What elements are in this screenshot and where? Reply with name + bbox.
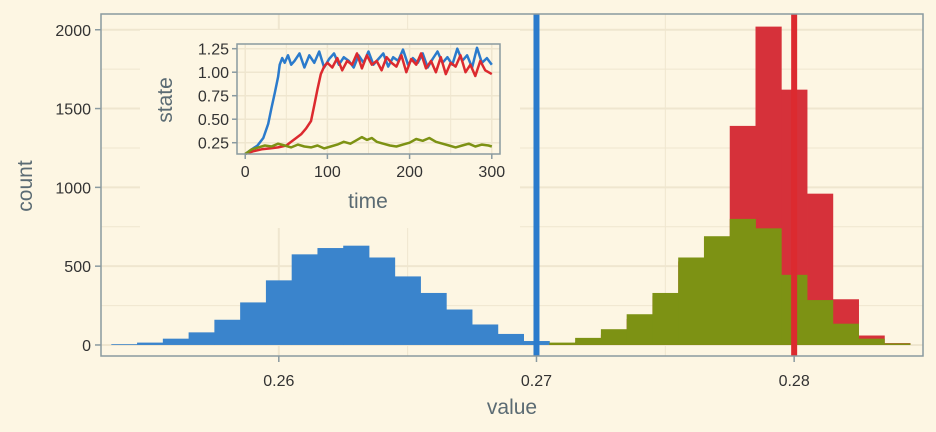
histogram-bar-series-1 — [240, 302, 267, 345]
inset-y-tick-label: 0.75 — [198, 89, 229, 106]
histogram-bar-series-1 — [265, 280, 293, 345]
histogram-bar-series-1 — [162, 338, 190, 345]
histogram-bar-series-1 — [446, 309, 473, 345]
histogram-bar-series-3 — [729, 218, 756, 345]
x-tick-label: 0.27 — [521, 373, 552, 390]
histogram-bar-series-3 — [884, 343, 911, 345]
histogram-bar-series-1 — [368, 257, 396, 345]
reference-lines — [533, 14, 798, 356]
inset-x-tick-label: 200 — [396, 164, 423, 181]
histogram-bar-series-1 — [394, 276, 421, 345]
y-tick-label: 1000 — [55, 180, 91, 197]
inset-y-tick-label: 0.50 — [198, 112, 229, 129]
histogram-bar-series-3 — [807, 300, 834, 345]
y-tick-label: 2000 — [55, 23, 91, 40]
inset-series-line-3 — [244, 135, 493, 156]
inset-y-tick-label: 0.25 — [198, 136, 229, 153]
histogram-bar-series-3 — [832, 323, 859, 345]
inset-panel: 0.25 0.50 0.75 1.00 1.25 0 100 200 300 time stat… — [140, 30, 520, 228]
histogram-bar-series-1 — [214, 319, 241, 345]
inset-y-axis-title: state — [154, 77, 177, 123]
histogram-bar-series-1 — [111, 344, 138, 345]
histogram-bar-series-3 — [549, 342, 576, 345]
histogram-bar-series-1 — [420, 292, 447, 345]
inset-series-lines — [244, 46, 493, 156]
histogram-bar-series-1 — [472, 324, 499, 345]
inset-axes — [232, 43, 501, 159]
inset-x-axis-title: time — [348, 190, 388, 213]
histogram-bar-series-1 — [343, 245, 370, 345]
inset-tick-labels: 0.25 0.50 0.75 1.00 1.25 0 100 200 300 — [198, 42, 505, 181]
main-axes — [95, 13, 924, 362]
y-tick-label: 500 — [64, 259, 91, 276]
inset-frame — [236, 43, 501, 155]
histogram-bar-series-1 — [188, 332, 215, 345]
x-axis-title: value — [487, 396, 537, 419]
inset-x-tick-label: 0 — [241, 164, 250, 181]
y-axis-title: count — [14, 160, 37, 212]
histogram-bar-series-3 — [678, 257, 705, 345]
histogram-bar-series-3 — [652, 292, 679, 345]
histogram-bar-series-3 — [575, 337, 602, 345]
histogram-bars — [111, 26, 911, 345]
y-tick-label: 1500 — [55, 102, 91, 119]
histogram-bar-series-1 — [291, 254, 318, 345]
inset-y-tick-label: 1.00 — [198, 65, 229, 82]
inset-series-line-1 — [244, 46, 493, 156]
inset-y-tick-label: 1.25 — [198, 42, 229, 59]
inset-x-tick-label: 300 — [478, 164, 505, 181]
histogram-bar-series-3 — [600, 329, 628, 345]
histogram-bar-series-3 — [755, 228, 782, 345]
plot-frame — [100, 13, 924, 357]
histogram-bar-series-1 — [137, 342, 164, 345]
histogram-bar-series-3 — [858, 338, 885, 345]
histogram-bar-series-3 — [703, 236, 731, 345]
x-tick-label: 0.28 — [779, 373, 810, 390]
histogram-bar-series-1 — [497, 333, 524, 345]
inset-x-tick-label: 100 — [314, 164, 341, 181]
y-tick-label: 0 — [82, 338, 91, 355]
histogram-bar-series-3 — [626, 314, 653, 345]
x-tick-label: 0.26 — [263, 373, 294, 390]
inset-series-line-2 — [244, 52, 493, 156]
histogram-bar-series-1 — [317, 248, 344, 345]
